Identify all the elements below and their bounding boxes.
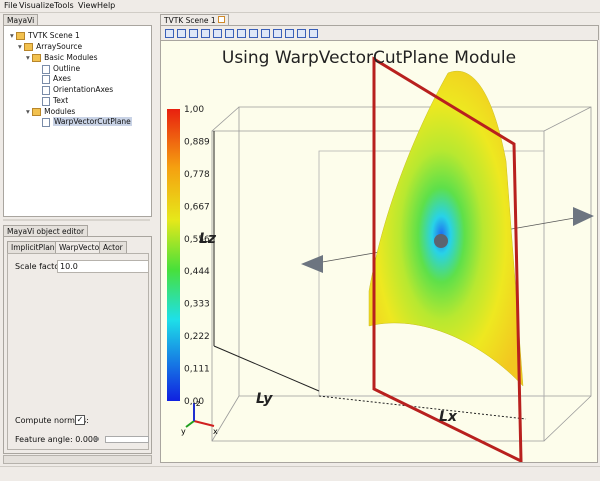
tab-page [7,253,149,450]
tree-node[interactable]: ▾ Modules [26,107,76,116]
slider-handle[interactable] [95,437,99,441]
colorbar-label: 0,111 [184,365,210,375]
toolbar-button[interactable] [261,29,270,38]
orientation-label: z [196,399,200,408]
menu-bar [0,0,600,13]
axis-label: Ly [256,391,273,407]
colorbar-label: 0,778 [184,170,210,180]
menu-item[interactable]: Help [97,1,116,10]
toolbar-button[interactable] [237,29,246,38]
tree-node-label: Modules [44,107,76,116]
widget-cone[interactable] [301,255,323,273]
colorbar-label: 0,889 [184,137,210,147]
scrollbar[interactable] [3,455,152,464]
field-label: Compute normals: [15,416,89,425]
orientation-axes [185,403,215,428]
toolbar-button[interactable] [213,29,222,38]
axis-label: Lx [439,409,458,425]
menu-item[interactable]: Tools [54,1,74,10]
colorbar-label: 0,556 [184,235,210,245]
orientation-label: y [181,427,186,436]
editor-panel [3,236,152,454]
toolbar-button[interactable] [177,29,186,38]
menu-item[interactable]: File [4,1,18,10]
toolbar-button[interactable] [309,29,318,38]
panel-tab[interactable]: MayaVi object editor [3,225,89,237]
scene-title: Using WarpVectorCutPlane Module [222,48,516,68]
axes [213,131,527,420]
toolbar-button[interactable] [189,29,198,38]
menu-item[interactable]: View [78,1,97,10]
tree-node-label: OrientationAxes [53,85,114,94]
cut-plane-widget[interactable] [372,56,523,462]
tree-node[interactable]: Text [42,96,68,106]
tree-node[interactable]: Outline [42,64,80,74]
field-label: Feature angle: 0.000 [15,435,99,444]
colorbar-label: 1,00 [184,105,204,115]
widget-cone[interactable] [573,207,594,226]
toolbar-button[interactable] [225,29,234,38]
scene-tab[interactable]: TVTK Scene 1 [160,14,230,26]
tree-node[interactable]: ▾ Basic Modules [26,53,98,62]
tree-node[interactable]: OrientationAxes [42,85,113,95]
orientation-label: x [213,427,218,436]
compute-normals-checkbox[interactable]: ✓ [75,415,85,425]
tree-node[interactable]: ▾ TVTK Scene 1 [10,31,80,40]
toolbar-button[interactable] [297,29,306,38]
tree-node-label: Axes [53,74,71,83]
tree-node-label: ArraySource [36,42,83,51]
tree-node[interactable]: Axes [42,74,71,84]
tree-node-label: Outline [53,64,81,73]
colorbar-label: 0,667 [184,202,210,212]
toolbar-button[interactable] [249,29,258,38]
tree-node-label: Basic Modules [44,53,98,62]
widget-sphere[interactable] [434,234,448,248]
tree-node[interactable]: WarpVectorCutPlane [42,117,132,127]
toolbar-button[interactable] [285,29,294,38]
scale-factor-input[interactable]: 10.0 [57,260,149,273]
tree-node[interactable]: ▾ ArraySource [18,42,83,51]
colorbar-label: 0,222 [184,332,210,342]
colorbar-label: 0,444 [184,267,210,277]
slider-track[interactable] [105,436,149,443]
tree-node-label: Text [53,96,69,105]
toolbar-button[interactable] [273,29,282,38]
toolbar-button[interactable] [201,29,210,38]
colorbar [167,109,180,401]
toolbar-button[interactable] [165,29,174,38]
scene-view[interactable]: Using WarpVectorCutPlane Module Lx Ly Lz… [160,40,598,463]
splitter[interactable] [3,219,150,221]
warped-surface [368,71,524,387]
field-label: Scale factor: [15,262,66,271]
colorbar-label: 0,00 [184,397,204,407]
axis-label: Lz [199,231,217,247]
menu-item[interactable]: Visualize [19,1,55,10]
tree-node-label: TVTK Scene 1 [28,31,80,40]
editor-tab[interactable]: Actor [99,241,127,253]
scene-tab-label: TVTK Scene 1 [164,16,216,25]
scene-toolbar [160,25,599,40]
panel-tab[interactable]: MayaVi [3,14,39,26]
tree-node-label: WarpVectorCutPlane [53,117,132,126]
colorbar-label: 0,333 [184,300,210,310]
status-bar [0,466,600,481]
